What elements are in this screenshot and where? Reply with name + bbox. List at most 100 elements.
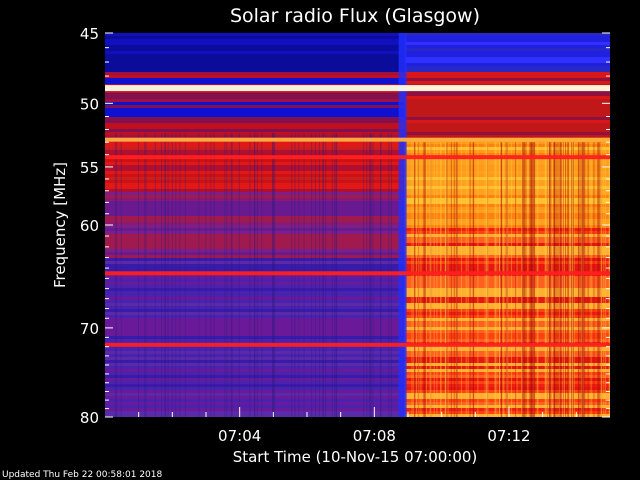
heat-cell-active [404, 219, 610, 222]
heat-streak [445, 142, 447, 417]
heat-streak [425, 142, 427, 417]
heat-streak [572, 142, 574, 417]
heat-cell-quiet [105, 189, 405, 192]
heat-streak [599, 142, 601, 417]
heat-cell-quiet [105, 240, 405, 243]
heat-streak [567, 142, 569, 417]
heat-streak [534, 142, 536, 417]
heat-cell-active [404, 93, 610, 96]
heat-streak [544, 142, 546, 417]
heat-cell-quiet [105, 225, 405, 228]
heat-cell-quiet [105, 363, 405, 366]
heat-streak [548, 142, 550, 417]
heat-streak [484, 142, 486, 417]
heat-cell-quiet [105, 81, 405, 84]
y-tick-label: 55 [80, 159, 99, 177]
heat-cell-active [404, 354, 610, 357]
heat-cell-quiet [105, 195, 405, 198]
heat-cell-active [404, 78, 610, 81]
heat-cell-quiet [105, 192, 405, 195]
heat-cell-quiet [105, 330, 405, 333]
heat-cell-active [404, 195, 610, 198]
heat-streak [545, 142, 547, 417]
heat-cell-quiet [105, 222, 405, 225]
heat-streak [553, 142, 555, 417]
heat-cell-quiet [105, 228, 405, 231]
heat-cell-active [404, 102, 610, 105]
heat-cell-active [404, 45, 610, 48]
heat-streak [597, 142, 599, 417]
heat-streak [559, 142, 561, 417]
heat-cell-active [404, 405, 610, 408]
heat-streak [603, 142, 605, 417]
heat-streak [533, 142, 535, 417]
heat-cell-active [404, 327, 610, 330]
heat-cell-active [404, 315, 610, 318]
heat-streak [499, 142, 501, 417]
heat-streak [486, 142, 488, 417]
heat-cell-quiet [105, 111, 405, 114]
heat-cell-quiet [105, 300, 405, 303]
heat-cell-quiet [105, 387, 405, 390]
heat-cell-quiet [105, 57, 405, 60]
heat-cell-quiet [105, 411, 405, 414]
heat-streak [501, 142, 503, 417]
heat-streak [413, 142, 415, 417]
heat-streak [516, 142, 518, 417]
heat-streak [523, 142, 525, 417]
heat-streak [571, 142, 573, 417]
heat-cell-quiet [105, 201, 405, 204]
heat-streak [496, 142, 498, 417]
heat-cell-quiet [105, 249, 405, 252]
heat-cell-quiet [105, 39, 405, 42]
heat-streak [568, 142, 570, 417]
heat-cell-quiet [105, 246, 405, 249]
y-axis: 45 50 55 60 70 80 [80, 25, 610, 427]
heat-cell-active [404, 372, 610, 375]
heat-cell-quiet [105, 99, 405, 102]
transition-edge [398, 33, 407, 417]
heat-cell-quiet [105, 366, 405, 369]
heat-cell-active [404, 234, 610, 237]
heat-streak [555, 142, 557, 417]
heat-streak [430, 142, 432, 417]
heat-cell-quiet [105, 306, 405, 309]
heat-cell-quiet [105, 168, 405, 171]
heat-cell-quiet [105, 276, 405, 279]
heat-cell-active [404, 303, 610, 306]
x-axis-label: Start Time (10-Nov-15 07:00:00) [233, 448, 478, 466]
heat-cell-quiet [105, 351, 405, 354]
heat-cell-active [404, 120, 610, 123]
heat-cell-active [404, 144, 610, 147]
heat-cell-quiet [105, 393, 405, 396]
heat-cell-quiet [105, 336, 405, 339]
heat-cell-quiet [105, 48, 405, 51]
heat-streak [564, 142, 566, 417]
heat-streak [423, 142, 425, 417]
heat-cell-quiet [105, 42, 405, 45]
heat-cell-quiet [105, 216, 405, 219]
heat-streak [521, 142, 523, 417]
heat-streak [498, 142, 500, 417]
heat-cell-active [404, 375, 610, 378]
heat-cell-quiet [105, 129, 405, 132]
heat-streak [562, 142, 564, 417]
heat-streak [571, 142, 573, 417]
heat-cell-active [404, 348, 610, 351]
heat-cell-quiet [105, 402, 405, 405]
heat-cell-active [404, 297, 610, 300]
heat-streak [573, 142, 575, 417]
spectrogram-plot-area [105, 33, 610, 417]
heat-cell-quiet [105, 282, 405, 285]
heat-streak [560, 142, 562, 417]
heat-cell-active [404, 246, 610, 249]
heat-streak [569, 142, 571, 417]
x-tick-label: 07:08 [353, 427, 396, 445]
heat-cell-quiet [105, 396, 405, 399]
heat-cell-quiet [105, 291, 405, 294]
heat-streak [521, 142, 523, 417]
heat-streak [564, 142, 566, 417]
heat-cell-quiet [105, 339, 405, 342]
heat-cell-active [404, 117, 610, 120]
